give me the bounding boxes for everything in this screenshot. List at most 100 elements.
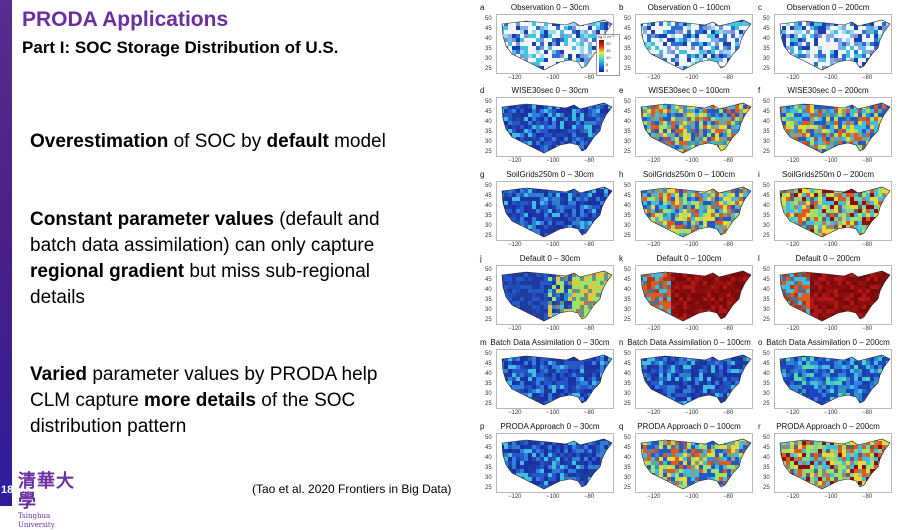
y-tick-label: 40 <box>485 287 492 293</box>
slide-subtitle: Part I: SOC Storage Distribution of U.S. <box>22 38 338 58</box>
panel-title: WISE30sec 0 – 100cm <box>623 86 755 95</box>
y-tick-label: 25 <box>485 149 492 155</box>
x-tick-label: −80 <box>584 242 594 248</box>
x-tick-label: −80 <box>723 326 733 332</box>
x-tick-label: −120 <box>508 242 522 248</box>
y-tick-label: 40 <box>485 203 492 209</box>
y-tick-label: 25 <box>624 66 631 72</box>
panel-title: Default 0 – 30cm <box>484 254 616 263</box>
x-tick-label: −100 <box>824 75 838 81</box>
logo-chinese-text: 清華大學 <box>18 472 88 512</box>
y-tick-label: 30 <box>763 139 770 145</box>
x-tick-label: −120 <box>786 242 800 248</box>
y-tick-label: 45 <box>485 361 492 367</box>
panel-title: Batch Data Assimilation 0 – 100cm <box>623 338 755 347</box>
tsinghua-logo: 清華大學 Tsinghua University <box>18 472 88 504</box>
x-tick-label: −120 <box>647 410 661 416</box>
x-tick-label: −100 <box>546 158 560 164</box>
y-tick-label: 35 <box>624 465 631 471</box>
x-tick-label: −100 <box>685 75 699 81</box>
y-tick-label: 40 <box>624 203 631 209</box>
panel-letter: j <box>480 254 482 263</box>
panel-letter: l <box>758 254 760 263</box>
y-tick-label: 45 <box>763 361 770 367</box>
y-tick-label: 45 <box>485 445 492 451</box>
y-tick-label: 50 <box>624 267 631 273</box>
x-tick-label: −120 <box>508 75 522 81</box>
y-tick-label: 40 <box>763 455 770 461</box>
us-map <box>635 181 753 241</box>
y-tick-label: 30 <box>624 307 631 313</box>
us-map <box>774 181 892 241</box>
x-tick-label: −120 <box>786 410 800 416</box>
panel-title: PRODA Approach 0 – 30cm <box>484 422 616 431</box>
y-tick-label: 50 <box>763 435 770 441</box>
panel-title: SoilGrids250m 0 – 200cm <box>762 170 894 179</box>
y-tick-label: 50 <box>624 351 631 357</box>
y-tick-label: 45 <box>624 26 631 32</box>
y-tick-label: 45 <box>763 26 770 32</box>
y-tick-label: 25 <box>763 401 770 407</box>
bullet-varied-parameters: Varied parameter values by PRODA help CL… <box>30 362 410 440</box>
panel-letter: f <box>758 86 760 95</box>
y-tick-label: 35 <box>485 381 492 387</box>
y-tick-label: 45 <box>624 109 631 115</box>
x-tick-label: −100 <box>824 242 838 248</box>
y-tick-label: 50 <box>624 99 631 105</box>
panel-title: Observation 0 – 100cm <box>623 3 755 12</box>
y-tick-label: 35 <box>485 297 492 303</box>
y-tick-label: 25 <box>485 233 492 239</box>
y-tick-label: 50 <box>485 16 492 22</box>
x-tick-label: −120 <box>647 242 661 248</box>
colorbar-legend: kg C m⁻² 20 15 10 5 0 <box>596 34 620 76</box>
y-tick-label: 45 <box>624 445 631 451</box>
y-tick-label: 30 <box>485 223 492 229</box>
us-map <box>635 433 753 493</box>
y-tick-label: 35 <box>624 46 631 52</box>
y-tick-label: 40 <box>624 119 631 125</box>
y-tick-label: 45 <box>763 445 770 451</box>
colorbar-gradient <box>599 40 604 72</box>
x-tick-label: −80 <box>584 75 594 81</box>
x-tick-label: −100 <box>824 326 838 332</box>
x-tick-label: −80 <box>723 158 733 164</box>
y-tick-label: 25 <box>624 233 631 239</box>
us-map <box>496 433 614 493</box>
y-tick-label: 45 <box>624 193 631 199</box>
y-tick-label: 25 <box>485 401 492 407</box>
x-tick-label: −80 <box>862 242 872 248</box>
x-tick-label: −100 <box>546 75 560 81</box>
y-tick-label: 45 <box>763 193 770 199</box>
y-tick-label: 50 <box>624 435 631 441</box>
y-tick-label: 25 <box>624 401 631 407</box>
y-tick-label: 40 <box>624 36 631 42</box>
y-tick-label: 40 <box>624 287 631 293</box>
us-map <box>774 349 892 409</box>
y-tick-label: 30 <box>763 56 770 62</box>
x-tick-label: −120 <box>786 494 800 500</box>
x-tick-label: −80 <box>723 75 733 81</box>
x-tick-label: −100 <box>546 326 560 332</box>
x-tick-label: −80 <box>862 410 872 416</box>
y-tick-label: 50 <box>763 99 770 105</box>
us-map <box>496 97 614 157</box>
y-tick-label: 35 <box>485 46 492 52</box>
colorbar-label: 20 <box>606 41 610 46</box>
x-tick-label: −120 <box>786 158 800 164</box>
panel-letter: r <box>758 422 761 431</box>
x-tick-label: −80 <box>723 494 733 500</box>
y-tick-label: 30 <box>763 391 770 397</box>
y-tick-label: 35 <box>763 297 770 303</box>
y-tick-label: 35 <box>763 129 770 135</box>
x-tick-label: −100 <box>685 410 699 416</box>
y-tick-label: 30 <box>624 391 631 397</box>
panel-title: PRODA Approach 0 – 100cm <box>623 422 755 431</box>
y-tick-label: 40 <box>485 371 492 377</box>
y-tick-label: 50 <box>485 351 492 357</box>
